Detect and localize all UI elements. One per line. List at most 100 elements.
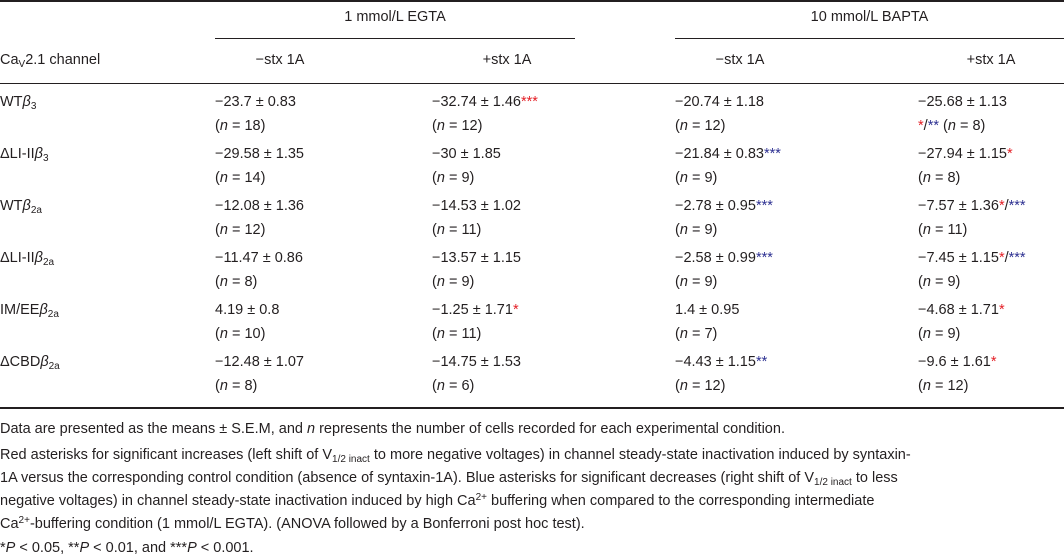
mean-sem: −23.7 ± 0.83 — [215, 94, 296, 110]
cell-n: (n = 9) — [675, 274, 718, 290]
cell-value: −7.45 ± 1.15*/*** — [918, 249, 1026, 267]
red-asterisk: * — [1007, 146, 1013, 162]
asterisk-slash: / — [923, 118, 928, 134]
col-header-bapta-plus: +stx 1A — [966, 52, 1016, 68]
red-asterisk: * — [998, 198, 1005, 214]
cell-value: −7.57 ± 1.36*/*** — [918, 197, 1026, 215]
mean-sem: −27.94 ± 1.15 — [918, 146, 1007, 162]
cell-n: (n = 9) — [432, 274, 475, 290]
row-header-channel: CaV2.1 channel — [0, 52, 101, 70]
mean-sem: −4.43 ± 1.15 — [675, 354, 756, 370]
n-count: 12 — [704, 118, 721, 134]
cell-value: −2.78 ± 0.95*** — [675, 197, 773, 215]
mean-sem: −25.68 ± 1.13 — [918, 94, 1007, 110]
mean-sem: −14.75 ± 1.53 — [432, 354, 521, 370]
footnote-2: Red asterisks for significant increases … — [0, 447, 911, 465]
mean-sem: −9.6 ± 1.61 — [918, 354, 991, 370]
n-count: 9 — [947, 274, 956, 290]
mean-sem: −7.57 ± 1.36 — [918, 198, 999, 214]
footnote-1: Data are presented as the means ± S.E.M,… — [0, 421, 785, 437]
cell-value: −21.84 ± 0.83*** — [675, 145, 781, 163]
cell-n: (n = 9) — [675, 222, 718, 238]
beta-symbol: β — [34, 250, 43, 266]
cell-value: −13.57 ± 1.15 — [432, 249, 521, 267]
beta-subscript: 2a — [30, 205, 42, 216]
cell-n: (n = 11) — [432, 326, 482, 342]
n-symbol: n — [922, 378, 931, 394]
cell-n: (n = 11) — [918, 222, 968, 238]
n-count: 12 — [461, 118, 478, 134]
cell-n: (n = 9) — [918, 326, 961, 342]
n-count: 8 — [972, 118, 981, 134]
cell-n: (n = 8) — [215, 274, 258, 290]
beta-subscript: 3 — [30, 101, 37, 112]
red-asterisk: * — [990, 354, 997, 370]
cell-n: (n = 12) — [215, 222, 266, 238]
footnote-5: Ca2+-buffering condition (1 mmol/L EGTA)… — [0, 515, 585, 533]
n-symbol: n — [679, 274, 688, 290]
cell-n: (n = 12) — [675, 378, 726, 394]
row-label-prefix: WT — [0, 94, 23, 110]
n-symbol: n — [219, 274, 228, 290]
row-label-prefix: ΔLI-II — [0, 146, 35, 162]
cell-value: −25.68 ± 1.13 — [918, 93, 1007, 111]
row-label-prefix: ΔLI-II — [0, 250, 35, 266]
n-symbol: n — [947, 118, 956, 134]
cell-value: −30 ± 1.85 — [432, 145, 501, 163]
n-symbol: n — [219, 378, 228, 394]
asterisk-slash: / — [1004, 198, 1009, 214]
asterisk-slash: / — [1004, 250, 1009, 266]
blue-asterisk: ** — [927, 118, 939, 134]
group-header-egta: 1 mmol/L EGTA — [344, 9, 446, 25]
cell-value: −9.6 ± 1.61* — [918, 353, 997, 371]
n-count: 8 — [947, 170, 956, 186]
group-header-bapta: 10 mmol/L BAPTA — [810, 9, 929, 25]
row-label: ΔLI-IIβ2a — [0, 249, 54, 268]
cell-n: (n = 7) — [675, 326, 718, 342]
mean-sem: −21.84 ± 0.83 — [675, 146, 764, 162]
cell-n: (n = 14) — [215, 170, 266, 186]
n-symbol: n — [219, 326, 228, 342]
cell-n: (n = 12) — [675, 118, 726, 134]
cell-n: (n = 8) — [215, 378, 258, 394]
cell-value: −27.94 ± 1.15* — [918, 145, 1013, 163]
mean-sem: −30 ± 1.85 — [432, 146, 501, 162]
blue-asterisk: *** — [764, 146, 781, 162]
footnote-4: negative voltages) in channel steady-sta… — [0, 492, 875, 510]
red-asterisk: * — [998, 302, 1005, 318]
n-symbol: n — [679, 222, 688, 238]
n-symbol: n — [922, 274, 931, 290]
n-symbol: n — [922, 170, 931, 186]
n-symbol: n — [436, 378, 445, 394]
cell-value: −12.48 ± 1.07 — [215, 353, 304, 371]
mean-sem: −13.57 ± 1.15 — [432, 250, 521, 266]
n-count: 8 — [244, 274, 253, 290]
cell-value: −14.53 ± 1.02 — [432, 197, 521, 215]
blue-asterisk: *** — [755, 198, 773, 214]
blue-asterisk: *** — [1008, 250, 1026, 266]
beta-symbol: β — [40, 354, 49, 370]
n-count: 12 — [704, 378, 721, 394]
row-label: IM/EEβ2a — [0, 301, 59, 320]
n-symbol: n — [922, 326, 931, 342]
header-bottom-rule — [0, 83, 1064, 85]
mean-sem: −2.78 ± 0.95 — [675, 198, 756, 214]
mean-sem: −2.58 ± 0.99 — [675, 250, 756, 266]
cell-n: (n = 12) — [432, 118, 483, 134]
cell-value: −20.74 ± 1.18 — [675, 93, 764, 111]
cell-value: 1.4 ± 0.95 — [675, 301, 739, 319]
cell-value: −23.7 ± 0.83 — [215, 93, 296, 111]
red-asterisk: * — [998, 250, 1005, 266]
cell-n: */** (n = 8) — [918, 118, 986, 134]
n-symbol: n — [436, 170, 445, 186]
mean-sem: 1.4 ± 0.95 — [675, 302, 740, 318]
cell-n: (n = 8) — [918, 170, 961, 186]
mean-sem: −12.08 ± 1.36 — [215, 198, 304, 214]
n-symbol: n — [679, 378, 688, 394]
mean-sem: −20.74 ± 1.18 — [675, 94, 764, 110]
footnote-3: 1A versus the corresponding control cond… — [0, 470, 898, 488]
red-asterisk: *** — [521, 94, 538, 110]
n-symbol: n — [922, 222, 931, 238]
col-header-bapta-minus: −stx 1A — [715, 52, 765, 68]
row-label: ΔLI-IIβ3 — [0, 145, 49, 164]
